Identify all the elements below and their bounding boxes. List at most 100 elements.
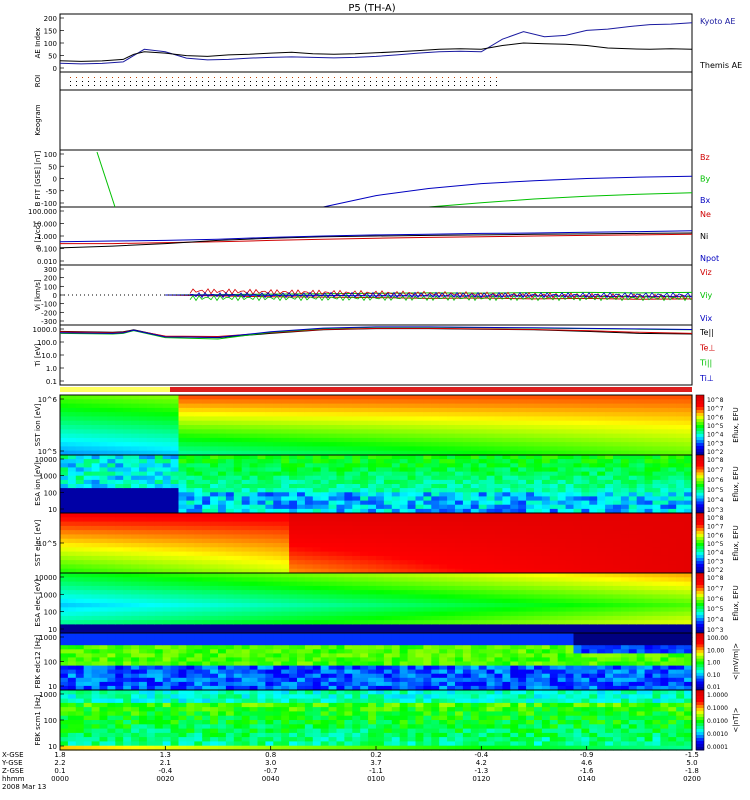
esa-ion-cell: [645, 484, 654, 489]
esa-elec-cell: [645, 599, 654, 604]
sst-elec-cell: [510, 539, 519, 544]
sst-ion-cell: [487, 416, 496, 421]
esa-elec-cell: [416, 599, 425, 604]
esa-elec-cell: [68, 603, 77, 608]
esa-ion-cell: [147, 496, 156, 501]
esa-ion-cell: [202, 467, 211, 472]
sst-ion-cell: [171, 421, 180, 426]
esa-elec-cell: [234, 573, 243, 578]
esa-ion-cell: [337, 459, 346, 464]
esa-ion-cell: [495, 463, 504, 468]
sst-elec-cell: [226, 530, 235, 535]
esa-elec-cell: [534, 577, 543, 582]
sst-ion-cell: [502, 429, 511, 434]
esa-ion-cell: [115, 472, 124, 477]
sst-ion-cell: [605, 421, 614, 426]
esa-elec-cell: [163, 573, 172, 578]
roi-dot: [478, 77, 479, 78]
esa-elec-cell: [526, 586, 535, 591]
sst-ion-cell: [463, 404, 472, 409]
esa-elec-cell: [92, 582, 101, 587]
esa-elec-cell: [60, 594, 69, 599]
esa-elec-cbar-tick: 10^8: [707, 575, 724, 582]
esa-elec-colorbar-seg: [696, 609, 704, 613]
esa-elec-cell: [313, 616, 322, 621]
esa-ion-cell: [155, 501, 164, 506]
esa-ion-cell: [163, 505, 172, 510]
esa-elec-cell: [431, 573, 440, 578]
esa-elec-cell: [621, 603, 630, 608]
sst-ion-cell: [186, 395, 195, 400]
sst-ion-cell: [92, 404, 101, 409]
esa-elec-cell: [163, 616, 172, 621]
sst-elec-cell: [297, 560, 306, 565]
esa-elec-cell: [408, 599, 417, 604]
esa-ion-cell: [510, 492, 519, 497]
roi-dot: [454, 77, 455, 78]
sst-elec-cell: [281, 560, 290, 565]
sst-elec-cell: [100, 526, 109, 531]
esa-ion-cell: [210, 488, 219, 493]
sst-ion-cell: [289, 395, 298, 400]
sst-elec-cell: [84, 526, 93, 531]
sst-ion-cell: [605, 438, 614, 443]
sst-elec-cell: [297, 552, 306, 557]
esa-elec-cell: [352, 582, 361, 587]
esa-elec-cell: [479, 616, 488, 621]
esa-elec-cell: [447, 603, 456, 608]
esa-elec-cell: [605, 573, 614, 578]
esa-elec-cell: [668, 624, 677, 629]
sst-ion-cell: [423, 442, 432, 447]
esa-ion-cell: [392, 501, 401, 506]
esa-elec-cell: [613, 590, 622, 595]
sst-ion-cell: [186, 425, 195, 430]
sst-ion-cell: [581, 438, 590, 443]
esa-ion-cell: [526, 484, 535, 489]
esa-ion-cell: [376, 496, 385, 501]
sst-ion-cell: [344, 442, 353, 447]
esa-elec-cell: [131, 577, 140, 582]
esa-ion-cell: [613, 459, 622, 464]
esa-ion-cell: [416, 459, 425, 464]
esa-ion-cell: [416, 496, 425, 501]
sst-ion-cell: [344, 408, 353, 413]
sst-elec-cell: [574, 522, 583, 527]
esa-elec-cell: [76, 573, 85, 578]
esa-ion-cell: [566, 472, 575, 477]
esa-elec-cell: [605, 594, 614, 599]
sst-ion-cell: [676, 442, 685, 447]
esa-elec-cell: [400, 620, 409, 625]
esa-elec-cell: [155, 582, 164, 587]
esa-elec-cell: [84, 573, 93, 578]
roi-dot: [202, 85, 203, 86]
esa-elec-cell: [289, 603, 298, 608]
sst-elec-cell: [439, 526, 448, 531]
esa-ion-colorbar-seg: [696, 467, 704, 470]
sst-elec-cell: [76, 543, 85, 548]
sst-ion-cell: [281, 421, 290, 426]
sst-elec-cell: [258, 539, 267, 544]
sst-ion-cell: [321, 395, 330, 400]
esa-ion-cell: [250, 496, 259, 501]
sst-ion-cell: [368, 408, 377, 413]
sst-elec-cell: [550, 560, 559, 565]
sst-elec-cell: [171, 560, 180, 565]
sst-ion-cell: [368, 425, 377, 430]
sst-ion-cell: [321, 438, 330, 443]
sst-ion-cell: [313, 446, 322, 451]
ae-panel-frame: [60, 14, 692, 72]
esa-elec-cell: [487, 586, 496, 591]
roi-dot: [238, 81, 239, 82]
esa-ion-cell: [518, 476, 527, 481]
sst-ion-cell: [502, 425, 511, 430]
esa-elec-cell: [605, 582, 614, 587]
esa-elec-cell: [115, 616, 124, 621]
sst-elec-cell: [676, 560, 685, 565]
esa-ion-cell: [629, 455, 638, 460]
sst-elec-cell: [597, 522, 606, 527]
esa-ion-cell: [289, 484, 298, 489]
esa-elec-cell: [344, 603, 353, 608]
esa-ion-cell: [100, 492, 109, 497]
sst-elec-cell: [676, 534, 685, 539]
esa-elec-cell: [542, 586, 551, 591]
